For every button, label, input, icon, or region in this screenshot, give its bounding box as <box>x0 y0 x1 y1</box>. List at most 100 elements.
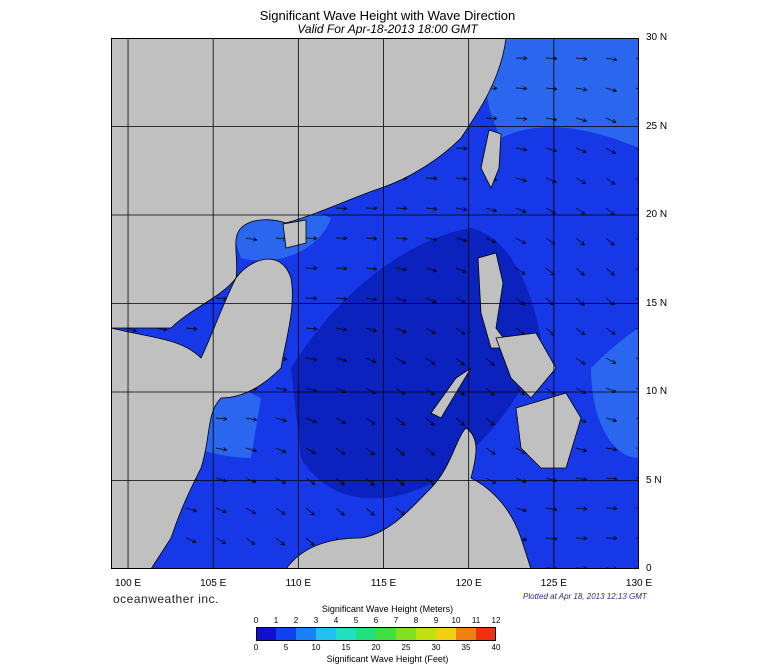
wave-arrow <box>395 417 405 426</box>
calm-zone <box>291 228 541 499</box>
wave-arrow <box>305 477 316 485</box>
wave-arrow <box>455 176 468 182</box>
meter-tick-label: 8 <box>413 616 419 625</box>
longitude-label: 130 E <box>625 578 653 589</box>
wave-arrow <box>425 237 438 242</box>
wave-arrow <box>635 357 639 360</box>
meter-tick-label: 4 <box>333 616 339 625</box>
wave-arrow <box>305 357 318 362</box>
meter-tick-label: 5 <box>353 616 359 625</box>
wave-arrow <box>515 507 527 513</box>
latitude-label: 30 N <box>646 32 668 43</box>
feet-tick-label: 5 <box>283 643 289 652</box>
wave-arrow <box>365 205 378 211</box>
longitude-label: 100 E <box>114 578 142 589</box>
wave-arrow <box>515 237 526 244</box>
wave-arrow <box>365 327 377 333</box>
wave-arrow <box>335 477 345 486</box>
colorbar-segment <box>356 627 377 641</box>
colorbar-segment <box>296 627 317 641</box>
wave-arrow <box>635 447 639 449</box>
latitude-label: 0 <box>646 563 652 574</box>
wave-arrow <box>305 507 315 516</box>
feet-tick-label: 30 <box>431 643 441 652</box>
wave-arrow <box>605 87 617 93</box>
meter-tick-label: 2 <box>293 616 299 625</box>
wave-arrow <box>365 357 377 364</box>
wave-arrow <box>305 296 318 301</box>
wave-arrow <box>305 236 318 241</box>
meter-tick-label: 12 <box>491 616 501 625</box>
wave-arrow <box>575 87 588 92</box>
legend-feet-title: Significant Wave Height (Feet) <box>326 654 449 664</box>
wave-arrow <box>365 236 378 241</box>
latitude-label: 20 N <box>646 209 668 220</box>
wave-arrow <box>395 327 407 334</box>
wave-arrow <box>335 417 346 424</box>
wave-arrow <box>275 537 285 546</box>
wave-arrow <box>215 507 227 514</box>
wave-arrow <box>335 327 348 332</box>
meter-tick-label: 1 <box>273 616 279 625</box>
wave-arrow <box>605 267 615 276</box>
wave-arrow <box>455 327 466 335</box>
wave-arrow <box>515 86 528 91</box>
wave-arrow <box>275 417 287 423</box>
wave-arrow <box>575 147 587 154</box>
wave-arrow <box>245 447 257 453</box>
plotted-timestamp: Plotted at Apr 18, 2013 12:13 GMT <box>523 592 647 601</box>
meter-tick-label: 0 <box>253 616 259 625</box>
wave-arrow <box>425 267 437 273</box>
wave-arrow <box>395 357 406 364</box>
latitude-label: 5 N <box>646 474 662 486</box>
colorbar-segment <box>376 627 397 641</box>
colorbar-segment <box>336 627 357 641</box>
wave-arrow <box>575 357 586 365</box>
brand-logo-text: oceanweather inc. <box>113 592 219 606</box>
wave-arrow <box>305 447 316 454</box>
wave-arrow <box>305 265 318 271</box>
wave-arrow <box>395 206 408 211</box>
wave-arrow <box>245 507 256 514</box>
longitude-label: 110 E <box>285 578 312 589</box>
wave-arrow <box>335 206 348 211</box>
longitude-label: 105 E <box>200 578 227 589</box>
wave-arrow <box>365 507 375 516</box>
feet-tick-label: 0 <box>253 643 259 652</box>
feet-tick-label: 35 <box>461 643 471 652</box>
wave-arrow <box>485 447 496 455</box>
wave-arrow <box>575 267 585 276</box>
wave-arrow <box>485 417 495 426</box>
wave-arrow <box>605 147 616 154</box>
wave-arrow <box>335 447 346 455</box>
wave-arrow <box>575 447 587 453</box>
wave-arrow <box>605 447 618 452</box>
wave-arrow <box>575 237 585 246</box>
wave-arrow <box>575 207 586 215</box>
legend-colorbar <box>256 627 496 641</box>
wave-arrow <box>275 447 287 454</box>
feet-tick-label: 10 <box>311 643 321 652</box>
wave-arrow <box>425 327 436 334</box>
wave-arrow <box>515 177 527 183</box>
feet-tick-label: 40 <box>491 643 501 652</box>
wave-arrow <box>575 56 588 62</box>
meter-tick-label: 10 <box>451 616 461 625</box>
chart-title: Significant Wave Height with Wave Direct… <box>259 8 516 23</box>
wave-arrow <box>245 417 258 422</box>
wave-arrow <box>575 117 587 123</box>
colorbar-segment <box>276 627 297 641</box>
wave-arrow <box>635 57 639 60</box>
wave-arrow <box>425 357 436 365</box>
latitude-label: 10 N <box>646 386 668 397</box>
wave-arrow <box>395 387 406 395</box>
land-visayas <box>495 332 557 399</box>
wave-arrow <box>635 237 639 242</box>
wave-arrow <box>365 297 378 302</box>
swell-zone <box>591 328 639 458</box>
wave-arrow <box>605 237 615 246</box>
meter-tick-label: 6 <box>373 616 379 625</box>
wave-arrow <box>185 507 197 513</box>
wave-arrow <box>185 537 197 544</box>
wave-arrow <box>635 537 639 539</box>
